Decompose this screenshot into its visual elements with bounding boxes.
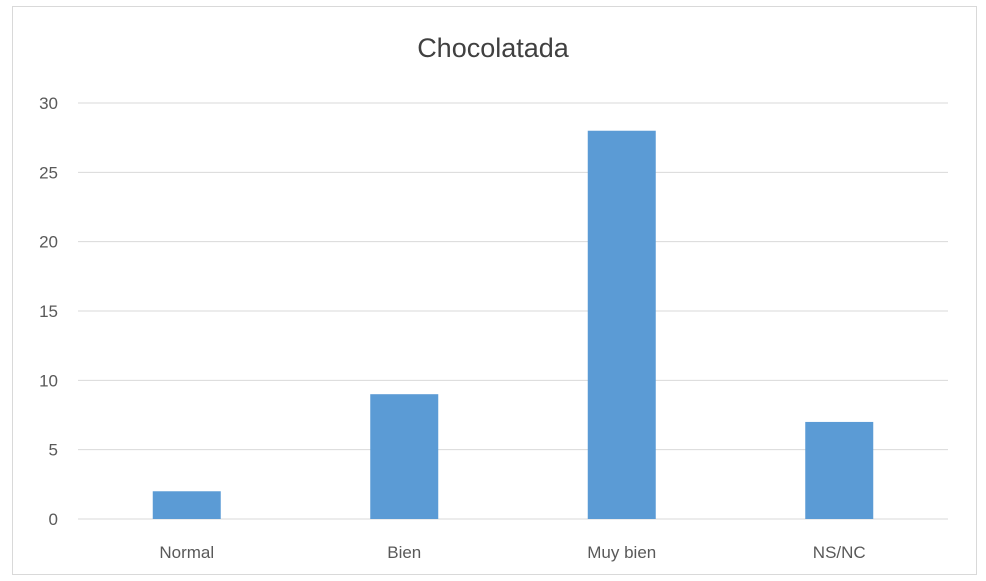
y-tick-label: 30	[39, 94, 58, 113]
bar-normal	[152, 491, 221, 519]
x-tick-label: NS/NC	[813, 543, 866, 562]
gridlines	[78, 102, 948, 520]
x-tick-label: Normal	[159, 543, 214, 562]
y-axis: 0 5 10 15 20 25 30	[39, 94, 58, 529]
y-tick-label: 20	[39, 233, 58, 252]
y-tick-label: 5	[49, 441, 58, 460]
chart-title: Chocolatada	[417, 33, 569, 63]
y-tick-label: 0	[49, 510, 58, 529]
y-tick-label: 25	[39, 163, 58, 182]
bars	[152, 130, 874, 519]
y-tick-label: 15	[39, 302, 58, 321]
y-tick-label: 10	[39, 371, 58, 390]
x-tick-label: Bien	[387, 543, 421, 562]
bar-ns-nc	[805, 421, 874, 519]
bar-bien	[370, 394, 439, 519]
bar-muy-bien	[587, 130, 656, 519]
x-tick-label: Muy bien	[587, 543, 656, 562]
x-axis: Normal Bien Muy bien NS/NC	[159, 543, 865, 562]
